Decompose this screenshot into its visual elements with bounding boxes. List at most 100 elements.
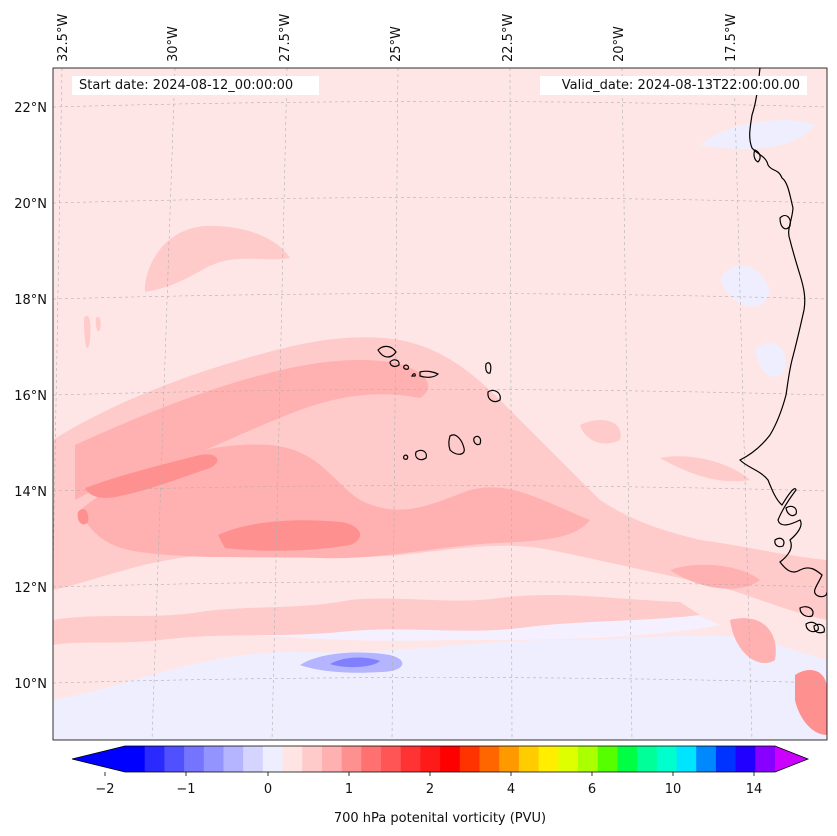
lat-label: 22°N (14, 101, 47, 116)
lat-label: 20°N (14, 197, 47, 212)
lat-label: 16°N (14, 389, 47, 404)
colorbar-segment (223, 746, 244, 772)
colorbar-segment (420, 746, 441, 772)
colorbar-tick-label: 10 (665, 782, 682, 797)
map-panel (53, 68, 827, 740)
island-maio (473, 435, 482, 446)
colorbar-tick-label: 6 (588, 782, 596, 797)
pv-positive-southeast (670, 564, 760, 589)
pv-negative-patch-east2 (755, 342, 786, 378)
island-sao-vicente (389, 359, 400, 368)
colorbar-segment (735, 746, 756, 772)
map-frame (52, 67, 828, 741)
cape-verde-islands (377, 345, 501, 461)
lon-label: 17.5°W (724, 14, 739, 62)
colorbar-tick-labels: −2 −1 0 1 2 4 6 10 14 (95, 782, 762, 797)
pv-negative-band (53, 635, 827, 740)
lat-label: 10°N (14, 677, 47, 692)
colorbar-segment (262, 746, 284, 772)
lon-label: 20°W (612, 26, 627, 62)
pv-positive-core-central (218, 520, 361, 551)
island-santiago (448, 434, 465, 455)
colorbar-segment (676, 746, 697, 772)
pv-positive-east-small (580, 420, 621, 444)
colorbar-segment (164, 746, 185, 772)
colorbar-segment (656, 746, 678, 772)
island-sao-nicolau (419, 370, 440, 378)
colorbar-segment (341, 746, 362, 772)
colorbar-extend-max (775, 746, 808, 772)
lon-label: 30°W (166, 26, 181, 62)
colorbar-segment (400, 746, 421, 772)
latitude-labels: 22°N 20°N 18°N 16°N 14°N 12°N 10°N (14, 101, 47, 692)
lon-label: 25°W (389, 26, 404, 62)
colorbar-segment (203, 746, 224, 772)
colorbar-extend-min (72, 746, 125, 772)
colorbar-segment (578, 746, 599, 772)
pv-positive-core-sw (77, 509, 89, 525)
colorbar-segment (637, 746, 658, 772)
colorbar-tick-label: 0 (264, 782, 272, 797)
colorbar-tick-label: 1 (345, 782, 353, 797)
pv-positive-core-west (85, 454, 218, 498)
colorbar-tick-label: 14 (746, 782, 763, 797)
pv-negative-core-inner (330, 657, 380, 668)
colorbar-segment (184, 746, 205, 772)
pv-positive-south-patch (730, 618, 776, 664)
colorbar-tick-label: −1 (176, 782, 195, 797)
colorbar-segment (282, 746, 303, 772)
pv-positive-speckle-nw (84, 315, 91, 349)
lat-label: 12°N (14, 581, 47, 596)
lon-label: 32.5°W (56, 14, 71, 62)
colorbar-tick-label: 4 (507, 782, 515, 797)
island-sal (485, 362, 492, 374)
colorbar-segment (243, 746, 264, 772)
colorbar-segment (321, 746, 343, 772)
island-brava (403, 454, 409, 460)
start-date-label: Start date: 2024-08-12_00:00:00 (72, 76, 319, 95)
colorbar-segment (499, 746, 520, 772)
pv-positive-band-mid2 (80, 444, 590, 559)
colorbar-segment (558, 746, 579, 772)
pv-negative-patch-north (700, 120, 815, 149)
pv-positive-southeast-core (795, 670, 827, 735)
island-santa-luzia (403, 364, 410, 370)
lon-label: 22.5°W (501, 14, 516, 62)
colorbar-segment (518, 746, 540, 772)
island-santo-antao (377, 345, 397, 358)
colorbar-outline (71, 745, 810, 773)
pv-positive-lower-band (53, 594, 700, 645)
lat-label: 18°N (14, 293, 47, 308)
island-santo-antao-small (411, 373, 416, 377)
colorbar-segment (538, 746, 559, 772)
colorbar-ticks (104, 772, 755, 776)
colorbar (71, 745, 810, 773)
colorbar-tick-label: −2 (95, 782, 114, 797)
graticule (53, 68, 827, 740)
colorbar-tick-label: 2 (426, 782, 434, 797)
lat-label: 14°N (14, 485, 47, 500)
colorbar-segment (440, 746, 461, 772)
valid-date-label: Valid_date: 2024-08-13T22:00:00.00 (540, 76, 807, 95)
colorbar-label: 700 hPa potenital vorticity (PVU) (334, 811, 546, 826)
island-fogo (415, 449, 427, 461)
colorbar-segment (361, 746, 382, 772)
longitude-labels: 32.5°W 30°W 27.5°W 25°W 22.5°W 20°W 17.5… (56, 14, 739, 62)
colorbar-segment (381, 746, 402, 772)
colorbar-segment (144, 746, 165, 772)
colorbar-segment (302, 746, 323, 772)
colorbar-segment (479, 746, 500, 772)
colorbar-segment (696, 746, 717, 772)
pv-positive-east-strip (660, 456, 750, 482)
island-boa-vista (487, 389, 501, 403)
colorbar-segment (125, 746, 146, 772)
colorbar-segment (459, 746, 481, 772)
lon-label: 27.5°W (278, 14, 293, 62)
pv-positive-streak-nw (145, 225, 290, 292)
colorbar-segment (715, 746, 737, 772)
colorbar-segment (597, 746, 618, 772)
pv-positive-speckle-nw2 (95, 316, 101, 332)
colorbar-segment (617, 746, 638, 772)
colorbar-segment (755, 746, 776, 772)
